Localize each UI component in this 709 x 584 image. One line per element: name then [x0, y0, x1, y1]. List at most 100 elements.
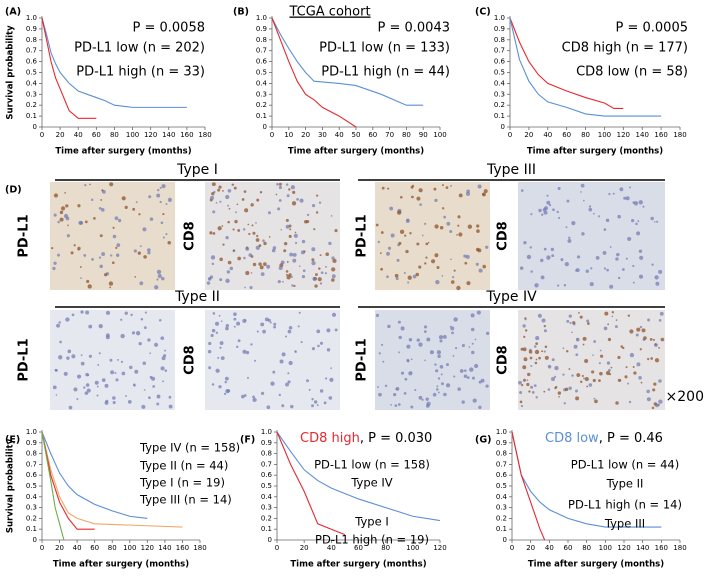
legend-note: Type I	[354, 515, 388, 529]
cell	[212, 312, 216, 315]
cell	[453, 375, 456, 378]
cell	[313, 228, 316, 231]
cell	[635, 333, 639, 337]
cell	[100, 207, 105, 212]
cell	[471, 342, 474, 345]
cell	[148, 396, 151, 400]
cell	[380, 231, 384, 234]
cell	[438, 335, 444, 340]
cell	[424, 359, 426, 362]
cell	[116, 243, 121, 248]
cell	[245, 270, 250, 276]
cell	[526, 254, 532, 260]
y-tick-label: 0.6	[26, 58, 38, 66]
cell	[217, 226, 222, 231]
cell	[164, 349, 167, 352]
cell	[642, 205, 645, 208]
cell	[617, 276, 621, 280]
y-tick-label: 0.9	[496, 439, 507, 447]
cell	[220, 356, 225, 361]
cell	[211, 328, 216, 333]
x-tick-label: 80	[582, 544, 591, 552]
cell	[465, 254, 470, 259]
cell	[534, 349, 540, 355]
cell	[546, 194, 549, 197]
y-tick-label: 0.7	[496, 460, 507, 468]
cell	[285, 335, 288, 338]
cell	[584, 358, 589, 363]
cell	[68, 405, 73, 410]
cell	[583, 199, 585, 202]
cell	[159, 200, 162, 204]
x-tick-label: 10	[284, 131, 293, 139]
y-tick-label: 0.2	[496, 514, 507, 522]
cell	[152, 385, 156, 388]
cell	[410, 358, 413, 361]
cell	[58, 355, 63, 360]
cell	[639, 348, 642, 351]
cell	[331, 274, 336, 279]
cell	[586, 319, 590, 323]
legend-label: Type IV (n = 158)	[139, 441, 240, 455]
x-tick-label: 180	[198, 131, 211, 139]
y-tick-label: 0.9	[494, 25, 505, 33]
cell	[301, 239, 306, 244]
cell	[215, 331, 219, 334]
cell	[638, 376, 642, 380]
cell	[331, 278, 335, 282]
cell	[320, 271, 324, 275]
cell	[91, 258, 94, 261]
cell	[214, 321, 220, 326]
cell	[328, 396, 333, 400]
cell	[225, 278, 230, 283]
cell	[654, 358, 660, 363]
cell	[593, 340, 597, 343]
cell	[109, 358, 113, 362]
cell	[159, 186, 162, 189]
cell	[290, 185, 295, 190]
cell	[654, 275, 659, 280]
legend-label: CD8 high (n = 177)	[562, 41, 688, 56]
cell	[390, 233, 395, 238]
cell	[434, 253, 439, 258]
cell	[114, 216, 119, 221]
cell	[482, 264, 487, 269]
cell	[243, 394, 247, 397]
y-tick-label: 0.1	[256, 112, 267, 120]
cell	[233, 186, 237, 190]
cell	[568, 314, 572, 318]
y-tick-label: 0.2	[26, 101, 37, 109]
y-tick-label: 0.7	[261, 460, 272, 468]
cell	[519, 266, 524, 270]
cell	[64, 192, 66, 194]
cell	[105, 335, 110, 340]
cell	[225, 235, 229, 240]
cell	[218, 314, 221, 317]
cell	[117, 218, 122, 223]
x-tick-label: 80	[402, 131, 411, 139]
cell	[315, 211, 319, 214]
cell	[564, 387, 569, 392]
cell	[522, 324, 526, 328]
cell	[599, 371, 603, 376]
y-tick-label: 0.2	[494, 101, 505, 109]
cell	[534, 283, 539, 288]
cell	[478, 268, 483, 273]
cell	[255, 245, 260, 250]
cell	[242, 228, 246, 231]
cell	[156, 394, 161, 399]
cell	[219, 278, 223, 282]
cell	[398, 335, 402, 340]
legend-label: PD-L1 high (n = 14)	[568, 498, 682, 512]
cell	[429, 350, 434, 355]
cell	[156, 278, 159, 281]
y-tick-label: 0.5	[261, 482, 272, 490]
y-tick-label: 0.8	[494, 36, 505, 44]
cell	[546, 255, 551, 260]
cell	[108, 281, 114, 286]
x-tick-label: 120	[617, 131, 630, 139]
cell	[256, 330, 259, 333]
cell	[650, 216, 654, 221]
cell	[625, 257, 628, 260]
cell	[63, 371, 68, 376]
